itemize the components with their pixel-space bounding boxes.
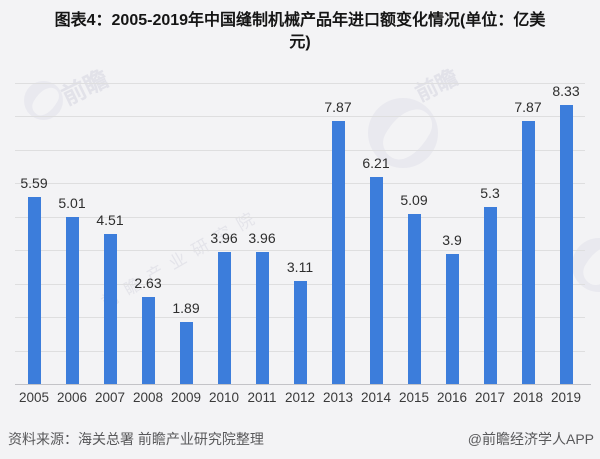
credit-note: @前瞻经济学人APP: [467, 431, 594, 447]
gridline: [15, 216, 585, 218]
bar-2011: [255, 252, 269, 385]
bar-slot: 5.3: [471, 83, 509, 385]
bar-value-label: 3.11: [286, 258, 314, 275]
bar-slot: 5.09: [395, 83, 433, 385]
bar-slot: 3.96: [205, 83, 243, 385]
x-axis-line: [15, 384, 591, 385]
bar-2015: [407, 214, 421, 385]
bar-2018: [521, 120, 535, 385]
bar-value-label: 1.89: [172, 299, 200, 316]
bar-slot: 3.96: [243, 83, 281, 385]
bar-2006: [65, 216, 79, 385]
bar-value-label: 5.01: [58, 194, 86, 211]
x-tick-label: 2006: [56, 390, 88, 405]
bar-slot: 7.87: [319, 83, 357, 385]
bar-slot: 6.21: [357, 83, 395, 385]
x-tick-label: 2018: [512, 390, 544, 405]
bar-value-label: 4.51: [96, 211, 124, 228]
x-tick-label: 2015: [398, 390, 430, 405]
bar-2008: [141, 296, 155, 385]
gridline: [15, 82, 585, 84]
bar-slot: 1.89: [167, 83, 205, 385]
x-tick-label: 2010: [208, 390, 240, 405]
bar-2007: [103, 233, 117, 385]
chart-title: 图表4：2005-2019年中国缝制机械产品年进口额变化情况(单位：亿美 元): [6, 10, 594, 54]
bar-value-label: 3.96: [248, 230, 276, 247]
gridline: [15, 149, 585, 151]
bar-value-label: 7.87: [324, 98, 352, 115]
bar-slot: 5.01: [53, 83, 91, 385]
bar-2012: [293, 280, 307, 385]
x-tick-label: 2011: [247, 390, 277, 405]
bar-slot: 4.51: [91, 83, 129, 385]
x-tick-label: 2012: [284, 390, 316, 405]
data-source-note: 资料来源：海关总署 前瞻产业研究院整理: [8, 431, 264, 447]
x-tick-label: 2008: [132, 390, 164, 405]
x-tick-label: 2005: [18, 390, 50, 405]
x-tick-label: 2017: [474, 390, 506, 405]
bar-value-label: 5.59: [20, 175, 48, 192]
bar-value-label: 5.3: [480, 185, 500, 202]
bar-2013: [331, 120, 345, 385]
x-tick-label: 2013: [322, 390, 354, 405]
bar-value-label: 5.09: [400, 192, 428, 209]
x-tick-label: 2009: [170, 390, 202, 405]
bar-2009: [179, 321, 193, 385]
x-tick-label: 2014: [360, 390, 392, 405]
bar-value-label: 3.9: [442, 232, 462, 249]
bar-slot: 7.87: [509, 83, 547, 385]
bar-value-label: 3.96: [210, 230, 238, 247]
bar-slot: 8.33: [547, 83, 585, 385]
x-tick-label: 2016: [436, 390, 468, 405]
gridline: [15, 250, 585, 252]
bar-value-label: 8.33: [552, 83, 580, 100]
bar-series: 5.59 5.01 4.51 2.63 1.89 3.96 3.96 3.11 7.87 6.21…: [15, 83, 585, 385]
chart-title-line1: 图表4：2005-2019年中国缝制机械产品年进口额变化情况(单位：亿美: [54, 12, 546, 29]
chart-title-line2: 元): [289, 34, 311, 51]
bar-2005: [27, 197, 41, 385]
bar-value-label: 2.63: [134, 274, 162, 291]
gridline: [15, 116, 585, 118]
gridline: [15, 183, 585, 185]
bar-2014: [369, 176, 383, 385]
bar-slot: 2.63: [129, 83, 167, 385]
bar-slot: 3.9: [433, 83, 471, 385]
bar-2010: [217, 252, 231, 385]
bar-value-label: 7.87: [514, 98, 542, 115]
bar-2016: [445, 254, 459, 385]
bar-2019: [559, 105, 573, 385]
plot-area: 5.59 5.01 4.51 2.63 1.89 3.96 3.96 3.11 7.87 6.21…: [15, 82, 591, 385]
x-tick-label: 2019: [550, 390, 582, 405]
x-tick-label: 2007: [94, 390, 126, 405]
x-axis-labels: 2005 2006 2007 2008 2009 2010 2011 2012 2013 2014…: [15, 390, 585, 405]
bar-slot: 5.59: [15, 83, 53, 385]
bar-slot: 3.11: [281, 83, 319, 385]
bar-2017: [483, 207, 497, 385]
